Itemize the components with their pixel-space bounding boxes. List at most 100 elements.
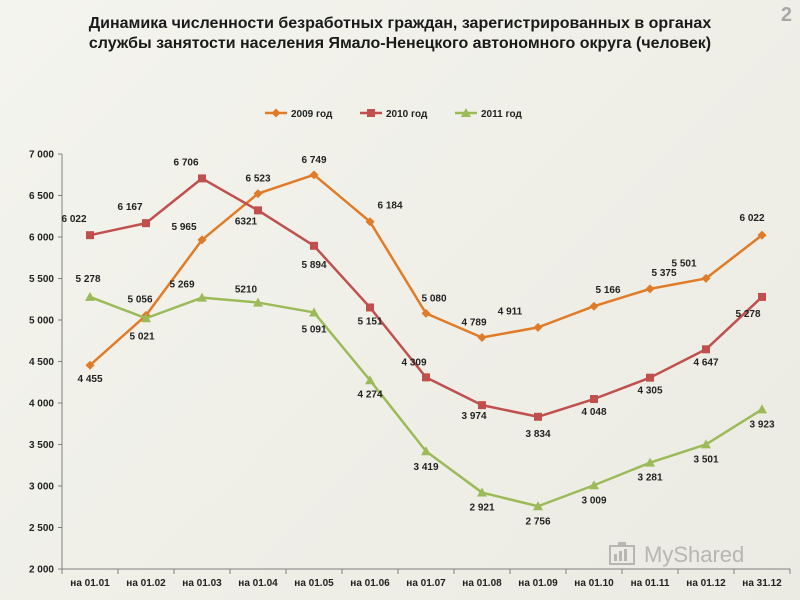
x-tick-label: на 01.04 [238, 578, 278, 589]
data-label: 4 309 [401, 357, 426, 368]
data-point [422, 373, 430, 382]
title-line-2: службы занятости населения Ямало-Ненецко… [88, 35, 712, 52]
y-tick-label: 5 000 [29, 316, 54, 327]
data-point [646, 373, 654, 382]
data-label: 6321 [235, 216, 258, 227]
data-label: 4 911 [498, 306, 523, 317]
data-label: 4 789 [461, 318, 486, 329]
data-point [701, 439, 711, 449]
data-label: 3 834 [525, 429, 550, 440]
data-label: 5 894 [301, 260, 326, 271]
data-label: 4 048 [581, 407, 606, 418]
data-point [645, 284, 655, 294]
data-point [589, 480, 599, 490]
data-point [85, 291, 95, 301]
data-point [758, 292, 766, 301]
data-point [310, 241, 318, 250]
y-tick-label: 3 000 [29, 482, 54, 493]
data-label: 4 305 [637, 386, 662, 397]
data-label: 5 278 [75, 274, 100, 285]
data-label: 5 080 [421, 293, 446, 304]
x-tick-label: на 01.01 [70, 578, 110, 589]
x-tick-label: на 31.12 [742, 578, 782, 589]
logo-text: MyShared [644, 542, 745, 567]
data-point [85, 360, 95, 370]
data-point [142, 219, 150, 228]
data-label: 5 501 [671, 258, 696, 269]
data-point [254, 206, 262, 215]
legend-label: 2010 год [386, 109, 428, 120]
data-point [478, 401, 486, 410]
data-label: 5 965 [171, 222, 196, 233]
watermark-logo: MyShared [608, 538, 768, 572]
legend-label: 2011 год [481, 109, 522, 120]
data-point [253, 189, 263, 199]
data-label: 5 091 [301, 324, 326, 335]
data-label: 5 021 [129, 331, 154, 342]
data-point [365, 375, 375, 385]
y-tick-label: 5 500 [29, 274, 54, 285]
data-label: 5 278 [735, 309, 760, 320]
data-point [477, 487, 487, 497]
data-label: 3 009 [581, 495, 606, 506]
data-point [365, 217, 375, 227]
data-point [309, 307, 319, 317]
data-label: 6 167 [117, 202, 142, 213]
data-point [757, 230, 767, 240]
data-label: 3 281 [637, 473, 662, 484]
data-label: 3 501 [693, 454, 718, 465]
y-tick-label: 2 000 [29, 565, 54, 576]
data-point [198, 174, 206, 183]
legend-marker [461, 108, 471, 117]
y-tick-label: 4 500 [29, 357, 54, 368]
data-point [533, 322, 543, 332]
logo-icon [609, 542, 635, 565]
data-label: 6 749 [301, 155, 326, 166]
y-tick-label: 7 000 [29, 150, 54, 161]
data-label: 3 419 [413, 462, 438, 473]
data-label: 5 151 [357, 316, 382, 327]
title-line-1: Динамика численности безработных граждан… [88, 15, 712, 32]
data-point [477, 333, 487, 343]
data-label: 4 647 [693, 357, 718, 368]
x-tick-label: на 01.05 [294, 578, 334, 589]
x-tick-label: на 01.08 [462, 578, 502, 589]
x-tick-label: на 01.03 [182, 578, 222, 589]
data-point [757, 404, 767, 414]
y-tick-label: 6 000 [29, 233, 54, 244]
data-label: 6 184 [377, 201, 402, 212]
data-label: 5 269 [169, 280, 194, 291]
data-point [590, 395, 598, 404]
data-label: 5 375 [651, 268, 676, 279]
data-point [589, 301, 599, 311]
page-title: Динамика численности безработных граждан… [30, 14, 770, 54]
data-label: 5 166 [595, 285, 620, 296]
x-tick-label: на 01.11 [631, 578, 670, 589]
y-tick-label: 4 000 [29, 399, 54, 410]
data-label: 6 022 [61, 214, 86, 225]
data-label: 4 274 [357, 389, 382, 400]
x-tick-label: на 01.09 [518, 578, 558, 589]
data-point [309, 170, 319, 180]
data-point [421, 308, 431, 318]
y-tick-label: 6 500 [29, 191, 54, 202]
y-tick-label: 2 500 [29, 523, 54, 534]
page-number: 2 [780, 4, 792, 26]
data-point [645, 457, 655, 467]
data-point [701, 273, 711, 283]
data-label: 4 455 [77, 374, 102, 385]
data-label: 5 056 [127, 294, 152, 305]
x-tick-label: на 01.10 [574, 578, 614, 589]
data-point [366, 303, 374, 312]
data-point [197, 292, 207, 302]
data-label: 6 523 [245, 174, 270, 185]
data-point [421, 446, 431, 456]
data-point [702, 345, 710, 354]
data-point [86, 231, 94, 240]
data-point [534, 412, 542, 421]
legend-label: 2009 год [291, 109, 333, 120]
x-tick-label: на 01.07 [406, 578, 446, 589]
x-tick-label: на 01.02 [126, 578, 166, 589]
data-label: 5210 [235, 285, 258, 296]
data-point [197, 235, 207, 245]
